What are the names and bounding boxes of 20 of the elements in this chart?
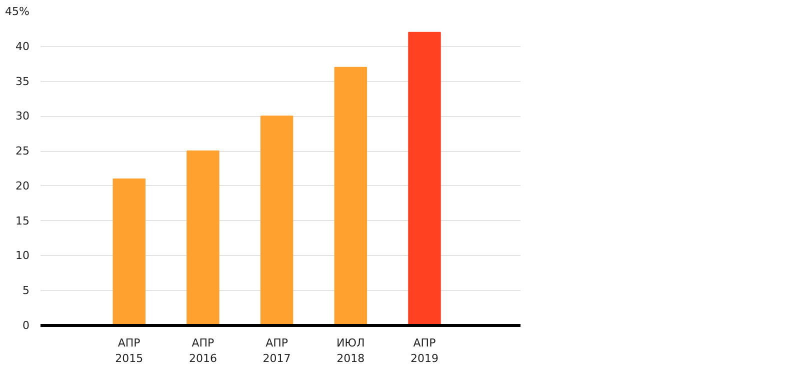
x-tick-label: АПР 2017 xyxy=(262,336,291,366)
x-tick-label: АПР 2015 xyxy=(115,336,144,366)
x-tick-label: ИЮЛ 2018 xyxy=(336,336,365,366)
y-tick-label: 5 xyxy=(22,284,30,298)
bar xyxy=(112,178,146,326)
y-tick-label: 35 xyxy=(16,74,30,88)
y-tick-label: 10 xyxy=(16,249,30,262)
y-tick-label: 30 xyxy=(16,110,30,123)
x-tick-label: АПР 2019 xyxy=(410,336,439,366)
y-tick-label: 20 xyxy=(16,179,30,192)
bar xyxy=(260,116,294,326)
y-tick-label: 25 xyxy=(16,144,30,158)
bar xyxy=(186,150,220,326)
y-tick-label: 15 xyxy=(16,214,30,228)
y-tick-label: 45% xyxy=(5,5,30,18)
y-tick-label: 0 xyxy=(22,319,30,332)
bar xyxy=(408,32,441,326)
y-tick-label: 40 xyxy=(16,40,30,53)
x-tick-label: АПР 2016 xyxy=(188,336,217,366)
bar xyxy=(334,66,368,326)
